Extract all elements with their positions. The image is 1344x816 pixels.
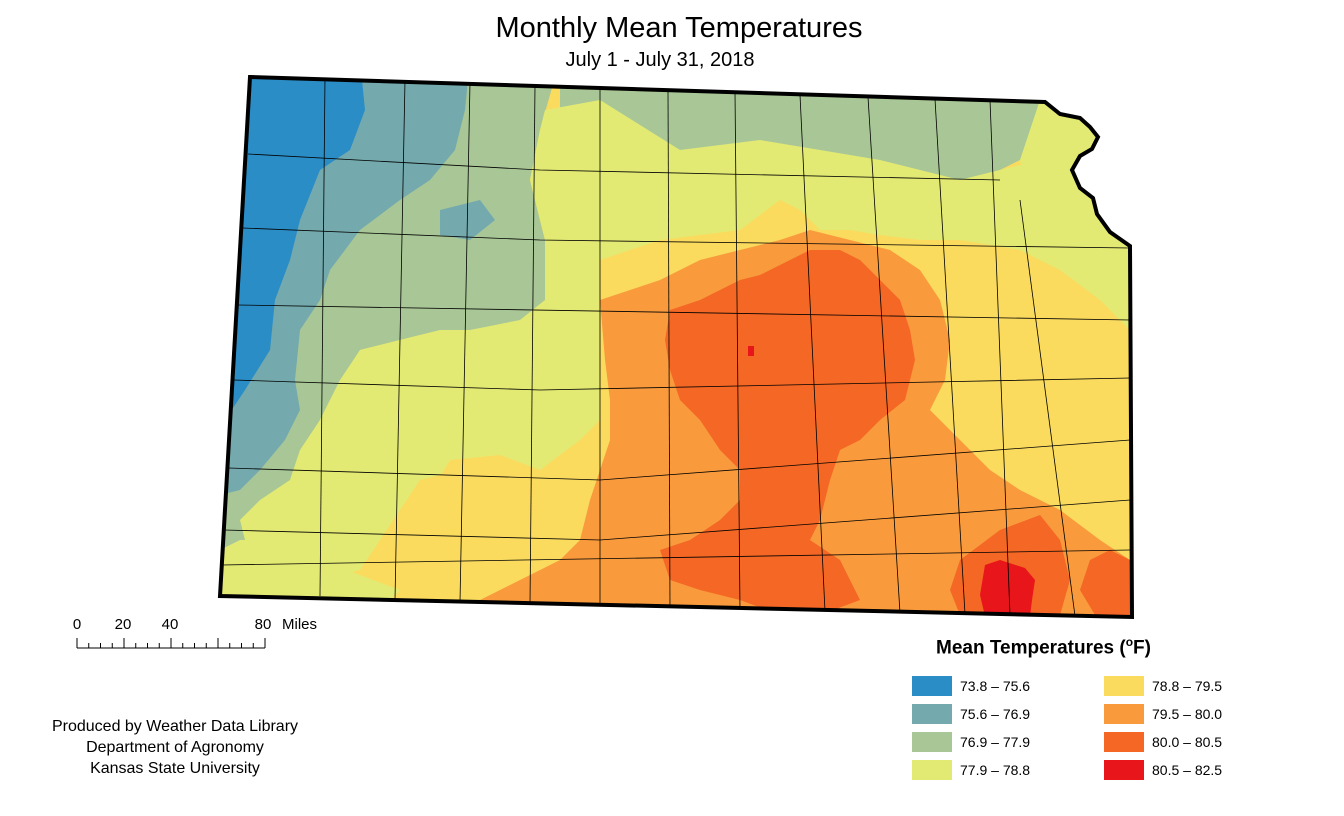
legend-label-2: 75.6 – 76.9 bbox=[960, 706, 1031, 722]
legend-title-degree: o bbox=[1125, 635, 1134, 649]
scale-ruler bbox=[76, 638, 266, 649]
legend-item-3: 76.9 – 77.9 bbox=[912, 732, 1030, 752]
credits-block: Produced by Weather Data Library Departm… bbox=[30, 716, 320, 779]
legend-label-5: 78.8 – 79.5 bbox=[1152, 678, 1223, 694]
legend-title: Mean Temperatures (oF) bbox=[936, 635, 1151, 659]
credit-line-3: Kansas State University bbox=[90, 760, 260, 777]
map-title: Monthly Mean Temperatures bbox=[495, 12, 863, 44]
legend-swatch-8 bbox=[1104, 760, 1144, 780]
legend-label-4: 77.9 – 78.8 bbox=[960, 762, 1031, 778]
scale-label-40: 40 bbox=[161, 616, 179, 633]
legend-item-6: 79.5 – 80.0 bbox=[1104, 704, 1222, 724]
legend-label-6: 79.5 – 80.0 bbox=[1152, 706, 1223, 722]
legend: 73.8 – 75.6 75.6 – 76.9 76.9 – 77.9 77.9… bbox=[912, 676, 1292, 786]
scale-label-0: 0 bbox=[72, 616, 82, 633]
scale-label-20: 20 bbox=[114, 616, 132, 633]
legend-swatch-2 bbox=[912, 704, 952, 724]
legend-swatch-7 bbox=[1104, 732, 1144, 752]
legend-item-2: 75.6 – 76.9 bbox=[912, 704, 1030, 724]
legend-item-8: 80.5 – 82.5 bbox=[1104, 760, 1222, 780]
county-boundaries bbox=[221, 77, 1131, 617]
legend-swatch-1 bbox=[912, 676, 952, 696]
zone-80.0-80.5-east-edge bbox=[1080, 550, 1130, 615]
scale-bar: 0 20 40 80 Miles bbox=[60, 616, 340, 660]
legend-label-3: 76.9 – 77.9 bbox=[960, 734, 1031, 750]
zone-77.9-78.8-southwest bbox=[220, 540, 400, 610]
credit-line-2: Department of Agronomy bbox=[86, 739, 264, 756]
state-outline bbox=[217, 74, 1135, 620]
legend-swatch-4 bbox=[912, 760, 952, 780]
zone-78.8-79.5-southwest bbox=[400, 455, 590, 570]
legend-swatch-3 bbox=[912, 732, 952, 752]
credit-line-1: Produced by Weather Data Library bbox=[51, 718, 299, 735]
legend-item-4: 77.9 – 78.8 bbox=[912, 760, 1030, 780]
zone-80.0-80.5-central bbox=[660, 250, 915, 615]
zone-80.5-82.5-central bbox=[748, 346, 754, 356]
legend-title-main: Mean Temperatures ( bbox=[936, 637, 1126, 659]
legend-swatch-5 bbox=[1104, 676, 1144, 696]
zone-77.9-78.8-northeast bbox=[1020, 100, 1130, 320]
legend-item-1: 73.8 – 75.6 bbox=[912, 676, 1030, 696]
legend-item-5: 78.8 – 79.5 bbox=[1104, 676, 1222, 696]
scale-label-80: 80 bbox=[254, 616, 272, 633]
map-subtitle: July 1 - July 31, 2018 bbox=[565, 49, 755, 71]
legend-swatch-6 bbox=[1104, 704, 1144, 724]
zone-80.5-82.5-southeast bbox=[980, 560, 1035, 616]
scale-unit: Miles bbox=[282, 616, 318, 633]
legend-title-unit: F) bbox=[1133, 637, 1151, 659]
legend-label-1: 73.8 – 75.6 bbox=[960, 678, 1031, 694]
legend-label-8: 80.5 – 82.5 bbox=[1152, 762, 1223, 778]
legend-item-7: 80.0 – 80.5 bbox=[1104, 732, 1222, 752]
legend-label-7: 80.0 – 80.5 bbox=[1152, 734, 1223, 750]
